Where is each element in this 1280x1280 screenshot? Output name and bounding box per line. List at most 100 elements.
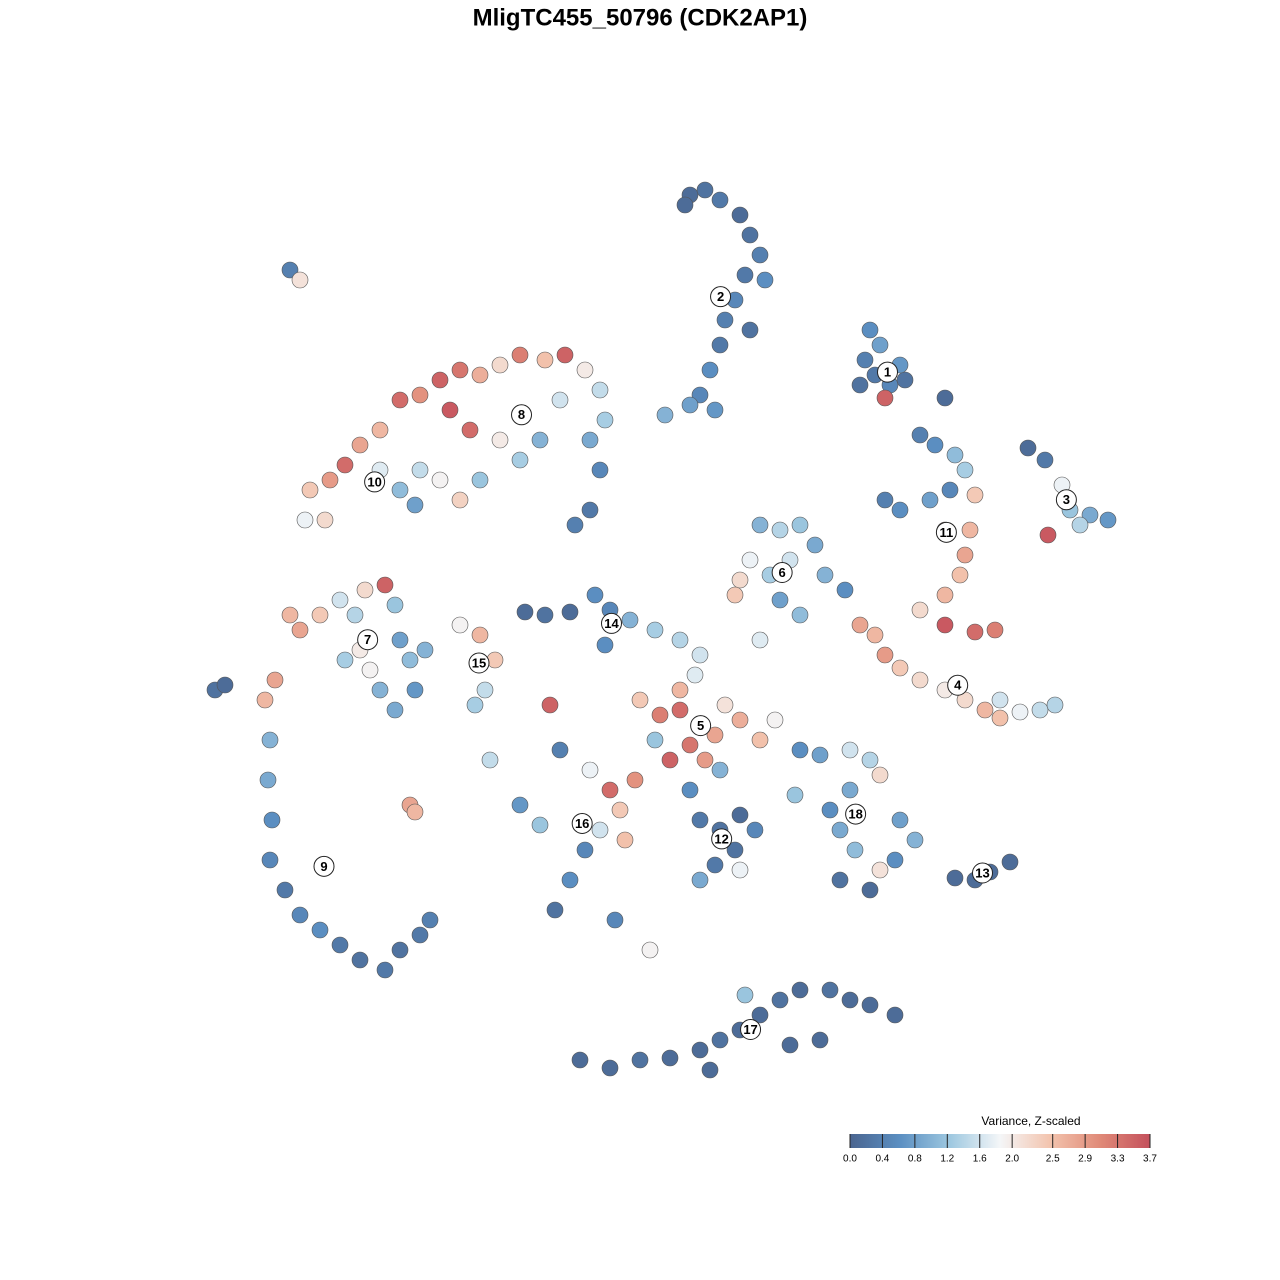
cell-point [351,951,369,969]
cell-point [861,751,879,769]
cluster-label: 9 [320,859,327,874]
cell-point [811,746,829,764]
cluster-label-bg [1055,489,1077,511]
cell-point [816,566,834,584]
cell-point [631,691,649,709]
cell-point [301,481,319,499]
cell-point [741,551,759,569]
cell-point [391,631,409,649]
cell-point [461,421,479,439]
cell-point [911,426,929,444]
cluster-label-bg [601,612,622,634]
cluster-label: 6 [779,565,786,580]
cell-point [646,621,664,639]
cell-point [936,586,954,604]
cluster-label-bg [313,855,335,877]
cell-point [401,651,419,669]
cell-point [851,616,869,634]
cell-point [656,406,674,424]
cell-point [911,671,929,689]
cell-point [536,606,554,624]
cell-point [641,941,659,959]
cell-point [216,676,234,694]
cell-point [431,471,449,489]
cell-point [966,623,984,641]
cell-point [371,681,389,699]
colorbar-tick-label: 2.9 [1078,1154,1092,1165]
cell-point [546,901,564,919]
cell-point [391,391,409,409]
cell-point [346,606,364,624]
cell-point [281,606,299,624]
cell-point [691,811,709,829]
cell-point [846,841,864,859]
cell-point [736,986,754,1004]
cell-point [376,576,394,594]
cell-point [661,1049,679,1067]
cell-point [606,911,624,929]
colorbar-tick-label: 2.0 [1005,1154,1019,1165]
cell-point [536,351,554,369]
cell-point [661,751,679,769]
cell-point [686,666,704,684]
cell-point [416,641,434,659]
cell-point [491,431,509,449]
cell-point [876,646,894,664]
cluster-label: 4 [954,678,962,693]
cell-point [411,386,429,404]
cell-point [651,706,669,724]
cell-point [736,266,754,284]
cell-point [259,771,277,789]
cell-point [431,371,449,389]
cell-point [406,496,424,514]
cell-point [991,691,1009,709]
cell-point [936,389,954,407]
cell-point [876,491,894,509]
cell-point [551,741,569,759]
colorbar-tick-label: 2.5 [1046,1154,1060,1165]
colorbar-tick-label: 0.4 [875,1154,889,1165]
cell-point [451,616,469,634]
cell-point [391,941,409,959]
cell-point [1011,703,1029,721]
cell-point [591,821,609,839]
cell-point [311,921,329,939]
cell-point [836,581,854,599]
cluster-label: 2 [717,289,724,304]
cell-point [841,781,859,799]
cluster-label: 7 [364,632,371,647]
cell-point [626,771,644,789]
cell-point [471,626,489,644]
cell-point [316,511,334,529]
cell-point [851,376,869,394]
cell-point [576,841,594,859]
cell-point [581,761,599,779]
cell-point [481,751,499,769]
cell-point [331,591,349,609]
cluster-label-bg [972,862,993,884]
cell-point [406,803,424,821]
cell-point [691,646,709,664]
cluster-label: 17 [743,1022,757,1037]
cell-point [566,516,584,534]
cell-point [936,616,954,634]
cell-point [596,636,614,654]
cell-point [876,389,894,407]
cell-point [786,786,804,804]
cell-point [861,881,879,899]
cell-point [386,596,404,614]
cluster-label-bg [364,471,386,493]
cell-point [1001,853,1019,871]
cell-point [291,906,309,924]
cell-point [263,811,281,829]
chart-title: MligTC455_50796 (CDK2AP1) [473,4,808,31]
cell-point [676,196,694,214]
cell-point [896,371,914,389]
cell-point [861,321,879,339]
cell-point [581,501,599,519]
colorbar-tick-label: 0.8 [908,1154,922,1165]
cell-point [1071,516,1089,534]
cluster-label: 15 [472,655,486,670]
cell-point [731,206,749,224]
colorbar-tick-label: 1.6 [973,1154,987,1165]
